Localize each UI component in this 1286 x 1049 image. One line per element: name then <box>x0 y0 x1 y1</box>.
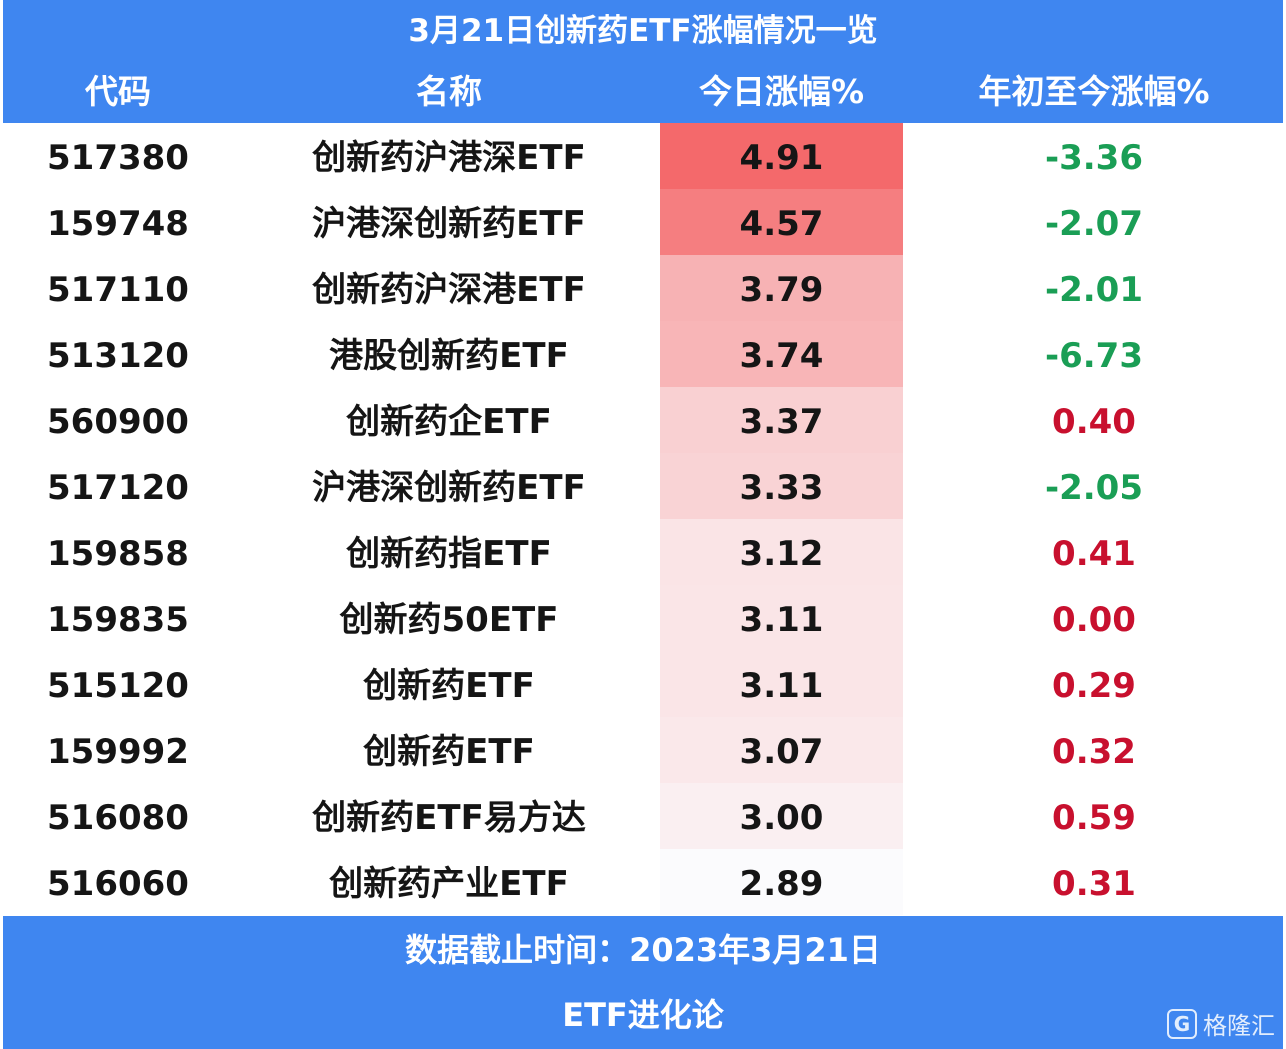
table-row: 159835 创新药50ETF 3.11 0.00 <box>3 585 1283 651</box>
table-row: 159858 创新药指ETF 3.12 0.41 <box>3 519 1283 585</box>
etf-code-cell: 517110 <box>47 270 189 310</box>
etf-name-cell: 创新药沪深港ETF <box>312 270 586 310</box>
ytd-change-cell: 0.32 <box>1052 732 1136 772</box>
today-change-cell: 3.74 <box>660 321 903 387</box>
today-change-cell: 3.37 <box>660 387 903 453</box>
etf-code-cell: 159748 <box>47 204 189 244</box>
source-label: ETF进化论 <box>562 996 724 1034</box>
etf-name-cell: 创新药ETF易方达 <box>312 798 586 838</box>
ytd-change-cell: 0.41 <box>1052 534 1136 574</box>
etf-name-cell: 创新药企ETF <box>346 402 552 442</box>
table-row: 517120 沪港深创新药ETF 3.33 -2.05 <box>3 453 1283 519</box>
column-header-today: 今日涨幅% <box>698 72 865 111</box>
table-row: 513120 港股创新药ETF 3.74 -6.73 <box>3 321 1283 387</box>
ytd-change-cell: -2.05 <box>1045 468 1143 508</box>
today-change-cell: 3.11 <box>660 585 903 651</box>
etf-name-cell: 创新药产业ETF <box>329 864 569 904</box>
etf-name-cell: 沪港深创新药ETF <box>312 468 586 508</box>
etf-code-cell: 516060 <box>47 864 189 904</box>
column-header-name: 名称 <box>416 72 482 111</box>
etf-code-cell: 513120 <box>47 336 189 376</box>
table-row: 516080 创新药ETF易方达 3.00 0.59 <box>3 783 1283 849</box>
watermark: G 格隆汇 <box>1167 1006 1275 1041</box>
etf-code-cell: 159858 <box>47 534 189 574</box>
ytd-change-cell: 0.29 <box>1052 666 1136 706</box>
etf-name-cell: 创新药ETF <box>363 666 535 706</box>
etf-code-cell: 517380 <box>47 138 189 178</box>
etf-name-cell: 创新药沪港深ETF <box>312 138 586 178</box>
etf-code-cell: 159835 <box>47 600 189 640</box>
ytd-change-cell: 0.00 <box>1052 600 1136 640</box>
table-title: 3月21日创新药ETF涨幅情况一览 <box>408 13 878 49</box>
etf-name-cell: 沪港深创新药ETF <box>312 204 586 244</box>
table-header: 3月21日创新药ETF涨幅情况一览 代码 名称 今日涨幅% 年初至今涨幅% <box>3 0 1283 123</box>
etf-code-cell: 515120 <box>47 666 189 706</box>
watermark-logo-icon: G <box>1167 1008 1197 1039</box>
table-row: 159748 沪港深创新药ETF 4.57 -2.07 <box>3 189 1283 255</box>
today-change-cell: 3.11 <box>660 651 903 717</box>
footer: 数据截止时间：2023年3月21日 ETF进化论 G 格隆汇 <box>3 916 1283 1049</box>
ytd-change-cell: -6.73 <box>1045 336 1143 376</box>
table-row: 159992 创新药ETF 3.07 0.32 <box>3 717 1283 783</box>
table-row: 517380 创新药沪港深ETF 4.91 -3.36 <box>3 123 1283 189</box>
column-header-ytd: 年初至今涨幅% <box>978 72 1210 111</box>
today-change-cell: 4.57 <box>660 189 903 255</box>
etf-name-cell: 创新药指ETF <box>346 534 552 574</box>
ytd-change-cell: 0.31 <box>1052 864 1136 904</box>
today-change-cell: 4.91 <box>660 123 903 189</box>
etf-name-cell: 创新药50ETF <box>339 600 559 640</box>
ytd-change-cell: 0.40 <box>1052 402 1136 442</box>
etf-code-cell: 517120 <box>47 468 189 508</box>
today-change-cell: 3.79 <box>660 255 903 321</box>
etf-name-cell: 创新药ETF <box>363 732 535 772</box>
today-change-cell: 2.89 <box>660 849 903 915</box>
today-change-cell: 3.12 <box>660 519 903 585</box>
table-row: 515120 创新药ETF 3.11 0.29 <box>3 651 1283 717</box>
ytd-change-cell: -2.01 <box>1045 270 1143 310</box>
table-row: 516060 创新药产业ETF 2.89 0.31 <box>3 849 1283 915</box>
today-change-cell: 3.33 <box>660 453 903 519</box>
etf-code-cell: 159992 <box>47 732 189 772</box>
column-header-code: 代码 <box>85 72 151 111</box>
watermark-text: 格隆汇 <box>1203 1012 1275 1040</box>
table-row: 560900 创新药企ETF 3.37 0.40 <box>3 387 1283 453</box>
data-date-note: 数据截止时间：2023年3月21日 <box>405 931 881 969</box>
etf-code-cell: 560900 <box>47 402 189 442</box>
ytd-change-cell: -2.07 <box>1045 204 1143 244</box>
ytd-change-cell: -3.36 <box>1045 138 1143 178</box>
table-row: 517110 创新药沪深港ETF 3.79 -2.01 <box>3 255 1283 321</box>
today-change-cell: 3.00 <box>660 783 903 849</box>
etf-code-cell: 516080 <box>47 798 189 838</box>
etf-name-cell: 港股创新药ETF <box>329 336 569 376</box>
today-change-cell: 3.07 <box>660 717 903 783</box>
ytd-change-cell: 0.59 <box>1052 798 1136 838</box>
